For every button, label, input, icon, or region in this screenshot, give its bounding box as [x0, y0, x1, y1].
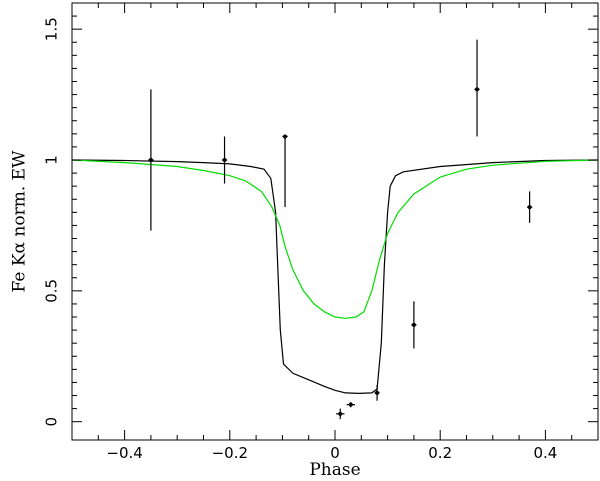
- x-tick-label: −0.4: [106, 444, 142, 462]
- y-tick-label: 1: [43, 155, 61, 165]
- data-point: [346, 402, 355, 408]
- x-tick-label: 0.2: [428, 444, 452, 462]
- point-marker: [338, 411, 343, 416]
- points-layer: [148, 39, 533, 420]
- data-point: [148, 89, 154, 231]
- y-tick-label: 0.5: [43, 279, 61, 303]
- x-tick-label: 0: [330, 444, 340, 462]
- y-axis-label: Fe Kα norm. EW: [10, 150, 30, 293]
- point-marker: [375, 390, 380, 395]
- x-tick-label: −0.2: [212, 444, 248, 462]
- data-point: [336, 408, 345, 420]
- data-point: [221, 136, 228, 184]
- point-marker: [411, 322, 416, 327]
- data-point: [474, 39, 480, 137]
- model-curve-0: [71, 159, 599, 395]
- data-point: [526, 191, 533, 223]
- x-tick-label: 0.4: [533, 444, 557, 462]
- data-point: [282, 134, 288, 208]
- curves-layer: [71, 159, 599, 395]
- point-marker: [527, 205, 532, 210]
- point-marker: [148, 158, 153, 163]
- point-marker: [222, 158, 227, 163]
- point-marker: [475, 87, 480, 92]
- x-axis-label: Phase: [309, 460, 360, 480]
- model-curve-1: [71, 159, 599, 319]
- y-tick-label: 0: [43, 417, 61, 427]
- y-tick-label: 1.5: [43, 17, 61, 41]
- data-point: [411, 301, 417, 349]
- ticks-layer: −0.4 −0.2 0 0.2 0.4 0 0.5 1 1.5: [43, 3, 599, 462]
- data-point: [374, 385, 380, 401]
- point-marker: [348, 402, 353, 407]
- point-marker: [283, 134, 288, 139]
